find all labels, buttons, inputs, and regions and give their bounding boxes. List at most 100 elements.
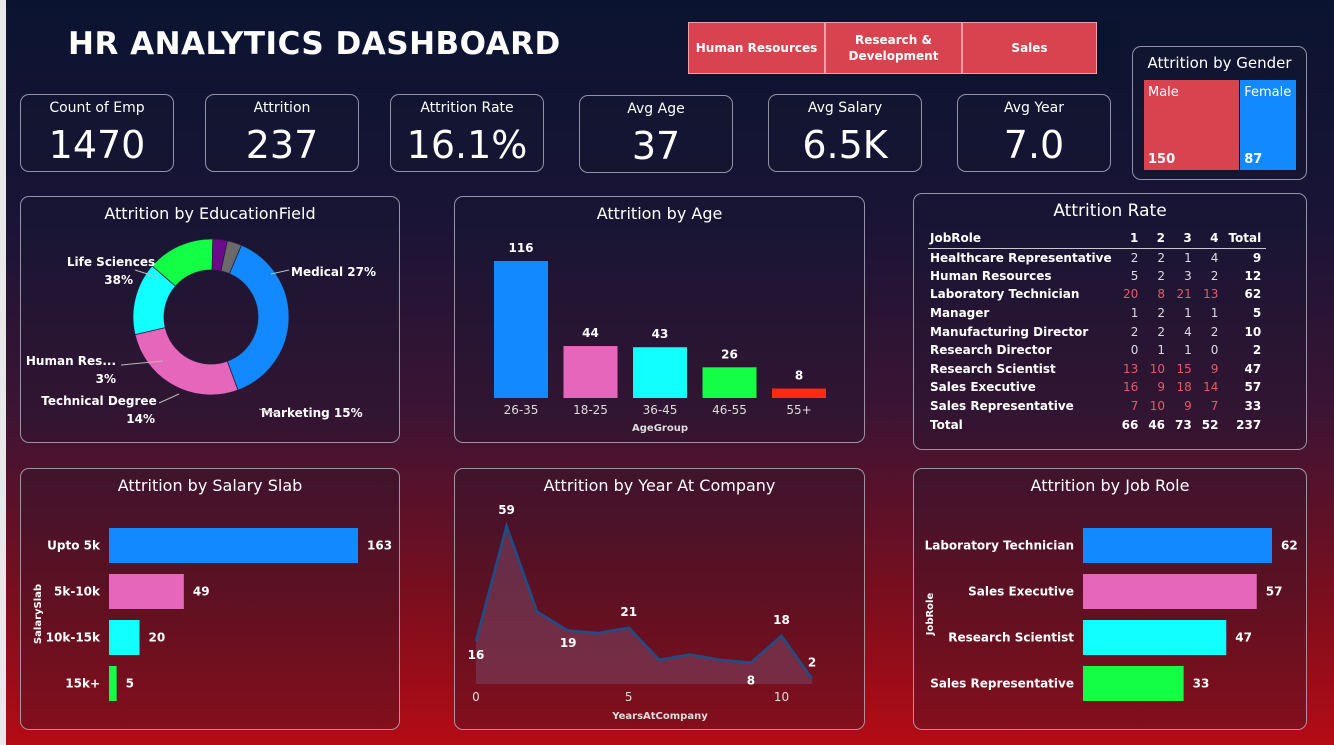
gender-treemap-card: Attrition by Gender Male 150 Female 87 <box>1132 46 1307 180</box>
matrix-cell: 1 <box>1157 343 1166 358</box>
matrix-cell: 9 <box>1157 380 1166 395</box>
kpi-attrition: Attrition 237 <box>205 94 359 172</box>
donut-data-label: Technical Degree <box>41 394 156 408</box>
education-donut-card: Attrition by EducationField Life Science… <box>20 196 400 443</box>
donut-data-label: Marketing 15% <box>261 406 363 420</box>
matrix-row: Research Scientist 13 10 15 9 47 <box>928 360 1266 379</box>
hbar-5k-10k <box>109 574 184 609</box>
matrix-cell: 9 <box>1210 361 1219 376</box>
hbar-category-label: Sales Representative <box>930 677 1074 691</box>
age-bar-value: 43 <box>652 327 669 341</box>
matrix-cell: 9 <box>1184 399 1192 414</box>
age-tick-label: 55+ <box>786 403 811 417</box>
matrix-row: Laboratory Technician 20 8 21 13 62 <box>928 285 1266 304</box>
age-bar-18-25 <box>563 346 618 398</box>
chart-title: Attrition by Age <box>596 204 723 223</box>
kpi-value: 1470 <box>48 123 146 167</box>
kpi-label: Attrition Rate <box>420 100 514 116</box>
age-bar-value: 44 <box>582 326 599 340</box>
donut-data-label: Human Res... <box>26 354 116 368</box>
age-tick-label: 18-25 <box>573 403 608 417</box>
kpi-value: 237 <box>245 123 319 167</box>
slicer-research-development[interactable]: Research & Development <box>825 22 962 74</box>
treemap-cell-label: Female <box>1244 85 1292 100</box>
kpi-avg-year: Avg Year 7.0 <box>957 94 1111 172</box>
matrix-row-label: Human Resources <box>930 268 1052 283</box>
matrix-cell: 4 <box>1184 324 1192 339</box>
hbar-value: 47 <box>1235 631 1252 645</box>
matrix-row-header[interactable]: JobRole <box>928 228 1117 249</box>
hbar-category-label: 5k-10k <box>54 585 101 599</box>
matrix-cell: 3 <box>1184 268 1192 283</box>
chart-title: Attrition by Gender <box>1147 54 1292 72</box>
matrix-row-label: Research Scientist <box>930 361 1056 376</box>
treemap-cell-value: 150 <box>1148 152 1176 167</box>
hbar-laboratory-technician <box>1083 528 1272 563</box>
area-point-label: 21 <box>620 605 637 619</box>
chart-title: Attrition by Year At Company <box>543 476 776 495</box>
education-donut-chart: Life Sciences 38% Medical 27% Marketing 15%… <box>26 238 376 426</box>
kpi-label: Count of Emp <box>49 100 145 116</box>
matrix-cell: 16 <box>1123 380 1139 395</box>
matrix-cell: 73 <box>1175 417 1192 432</box>
age-bar-36-45 <box>633 347 687 398</box>
matrix-header-row: JobRole 1 2 3 4 Total <box>928 228 1267 249</box>
matrix-cell: 52 <box>1201 417 1219 432</box>
hbar-sales-representative <box>1083 666 1184 701</box>
matrix-cell: 237 <box>1236 417 1262 432</box>
age-bar-chart: 116 26-35 44 18-25 43 36-45 26 46-55 8 55+ AgeGrou… <box>494 241 826 434</box>
age-bar-55+ <box>772 388 826 398</box>
area-line <box>474 521 814 680</box>
kpi-label: Avg Salary <box>807 100 883 116</box>
matrix-column-header: 2 <box>1143 228 1171 249</box>
hbar-category-label: 10k-15k <box>46 631 101 645</box>
chart-title: Attrition Rate <box>1053 201 1167 221</box>
area-point-label: 2 <box>808 656 816 670</box>
age-bar-value: 116 <box>508 241 533 255</box>
hbar-value: 20 <box>149 631 166 645</box>
donut-slice-medical <box>134 327 239 396</box>
matrix-row-label: Healthcare Representative <box>930 250 1112 265</box>
age-bar-value: 26 <box>721 347 738 361</box>
matrix-cell: 1 <box>1130 306 1139 321</box>
donut-leader-line <box>258 408 280 415</box>
matrix-cell: 57 <box>1244 380 1262 395</box>
matrix-cell: 7 <box>1130 399 1139 414</box>
hbar-sales-executive <box>1083 574 1257 609</box>
hbar-15k- <box>109 666 117 701</box>
matrix-cell: 10 <box>1244 324 1262 339</box>
matrix-row: Research Director 0 1 1 0 2 <box>928 341 1266 360</box>
matrix-cell: 2 <box>1157 268 1166 283</box>
matrix-cell: 47 <box>1244 361 1262 376</box>
matrix-column-header: Total <box>1223 228 1267 249</box>
area-point-label: 8 <box>747 674 755 688</box>
slicer-human-resources[interactable]: Human Resources <box>688 22 825 74</box>
matrix-column-header: 3 <box>1170 228 1197 249</box>
donut-leader-line <box>270 269 290 275</box>
matrix-row-label: Research Director <box>930 343 1052 358</box>
matrix-cell: 13 <box>1203 287 1219 302</box>
hbar-value: 49 <box>193 585 210 599</box>
chart-title: Attrition by Salary Slab <box>117 476 303 495</box>
area-x-tick: 0 <box>472 690 480 704</box>
age-bar-26-35 <box>494 261 548 398</box>
matrix-column-header: 1 <box>1116 228 1144 249</box>
matrix-row-label: Manager <box>930 306 990 321</box>
matrix-cell: 13 <box>1123 361 1139 376</box>
treemap-cell-value: 87 <box>1244 152 1263 167</box>
chart-title: Attrition by Job Role <box>1030 476 1190 495</box>
matrix-cell: 0 <box>1130 343 1139 358</box>
matrix-cell: 2 <box>1210 324 1219 339</box>
matrix-cell: 2 <box>1130 324 1139 339</box>
hbar-category-label: Sales Executive <box>968 585 1074 599</box>
matrix-row-label: Laboratory Technician <box>930 287 1080 302</box>
matrix-cell: 33 <box>1244 399 1262 414</box>
treemap-cell-female: Female 87 <box>1240 80 1296 170</box>
slicer-sales[interactable]: Sales <box>962 22 1097 74</box>
matrix-cell: 0 <box>1210 343 1219 358</box>
kpi-value: 37 <box>631 124 681 168</box>
age-bar-value: 8 <box>795 369 803 383</box>
hbar-axis-label: JobRole <box>925 593 936 637</box>
treemap-cell-male: Male 150 <box>1144 80 1240 170</box>
matrix-cell: 4 <box>1210 250 1219 265</box>
